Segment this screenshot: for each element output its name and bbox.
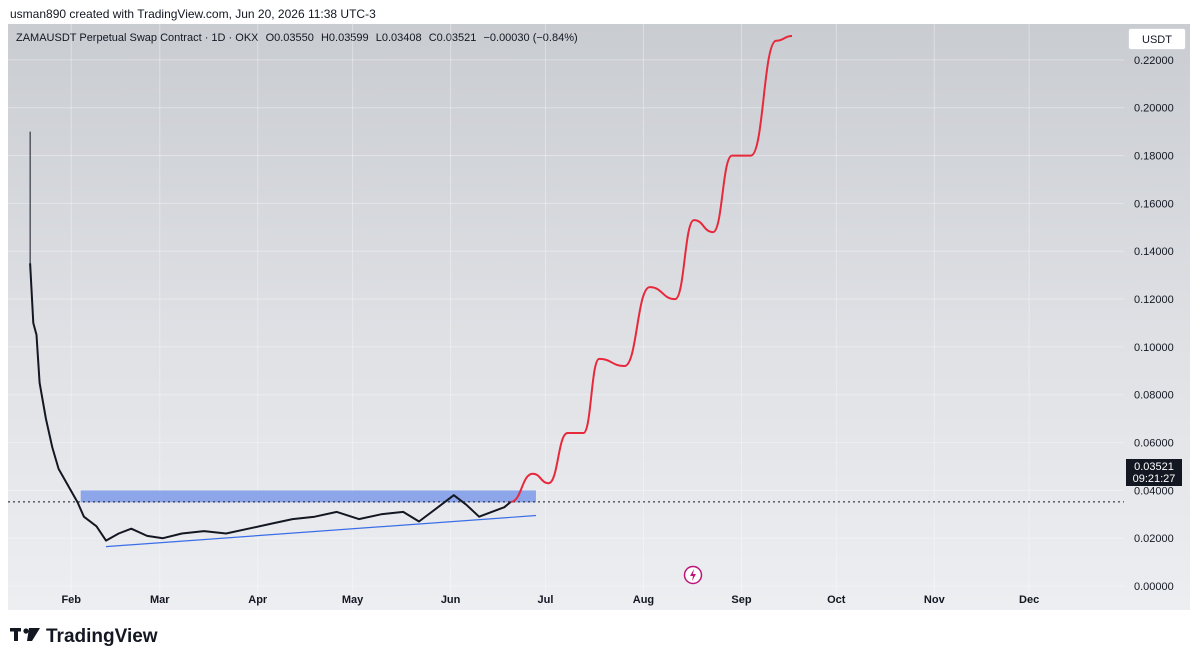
x-tick-label: May bbox=[342, 594, 364, 606]
y-tick-label: 0.08000 bbox=[1134, 390, 1174, 402]
y-tick-label: 0.20000 bbox=[1134, 103, 1174, 115]
chart-canvas[interactable] bbox=[8, 24, 1190, 610]
currency-button[interactable]: USDT bbox=[1128, 28, 1186, 50]
last-price-label: 0.03521 09:21:27 bbox=[1126, 459, 1182, 486]
y-tick-label: 0.22000 bbox=[1134, 55, 1174, 67]
x-tick-label: Aug bbox=[633, 594, 654, 606]
x-tick-label: Sep bbox=[731, 594, 751, 606]
price-series-line bbox=[29, 263, 512, 542]
tradingview-wordmark: TradingView bbox=[46, 625, 158, 647]
x-tick-label: Nov bbox=[924, 594, 946, 606]
y-tick-label: 0.02000 bbox=[1134, 533, 1174, 545]
y-tick-label: 0.06000 bbox=[1134, 438, 1174, 450]
y-tick-label: 0.04000 bbox=[1134, 485, 1174, 497]
x-tick-label: Jul bbox=[537, 594, 553, 606]
x-tick-label: Mar bbox=[150, 594, 170, 606]
x-tick-label: Dec bbox=[1019, 594, 1039, 606]
x-tick-label: Oct bbox=[827, 594, 846, 606]
last-price-value: 0.03521 bbox=[1134, 461, 1174, 473]
support-resistance-zone bbox=[80, 490, 536, 503]
x-tick-label: Apr bbox=[248, 594, 268, 606]
y-tick-label: 0.14000 bbox=[1134, 246, 1174, 258]
x-tick-label: Feb bbox=[61, 594, 81, 606]
ascending-trendline bbox=[105, 514, 537, 548]
tradingview-logo[interactable]: TradingView bbox=[10, 625, 158, 648]
y-tick-label: 0.12000 bbox=[1134, 294, 1174, 306]
bar-countdown: 09:21:27 bbox=[1132, 473, 1176, 485]
change-value: −0.00030 (−0.84%) bbox=[483, 32, 578, 44]
projection-series-line bbox=[510, 35, 793, 503]
low-value: L0.03408 bbox=[375, 32, 422, 44]
tradingview-logo-icon bbox=[10, 625, 40, 648]
high-value: H0.03599 bbox=[320, 32, 369, 44]
symbol-name[interactable]: ZAMAUSDT Perpetual Swap Contract · 1D · … bbox=[16, 32, 259, 44]
y-tick-label: 0.00000 bbox=[1134, 581, 1174, 593]
open-value: O0.03550 bbox=[265, 32, 314, 44]
y-tick-label: 0.10000 bbox=[1134, 342, 1174, 354]
y-tick-label: 0.16000 bbox=[1134, 198, 1174, 210]
flash-icon[interactable] bbox=[683, 565, 703, 585]
symbol-legend: ZAMAUSDT Perpetual Swap Contract · 1D · … bbox=[16, 32, 582, 44]
x-tick-label: Jun bbox=[441, 594, 461, 606]
y-tick-label: 0.18000 bbox=[1134, 151, 1174, 163]
chart-attribution: usman890 created with TradingView.com, J… bbox=[10, 7, 376, 21]
close-value: C0.03521 bbox=[428, 32, 477, 44]
